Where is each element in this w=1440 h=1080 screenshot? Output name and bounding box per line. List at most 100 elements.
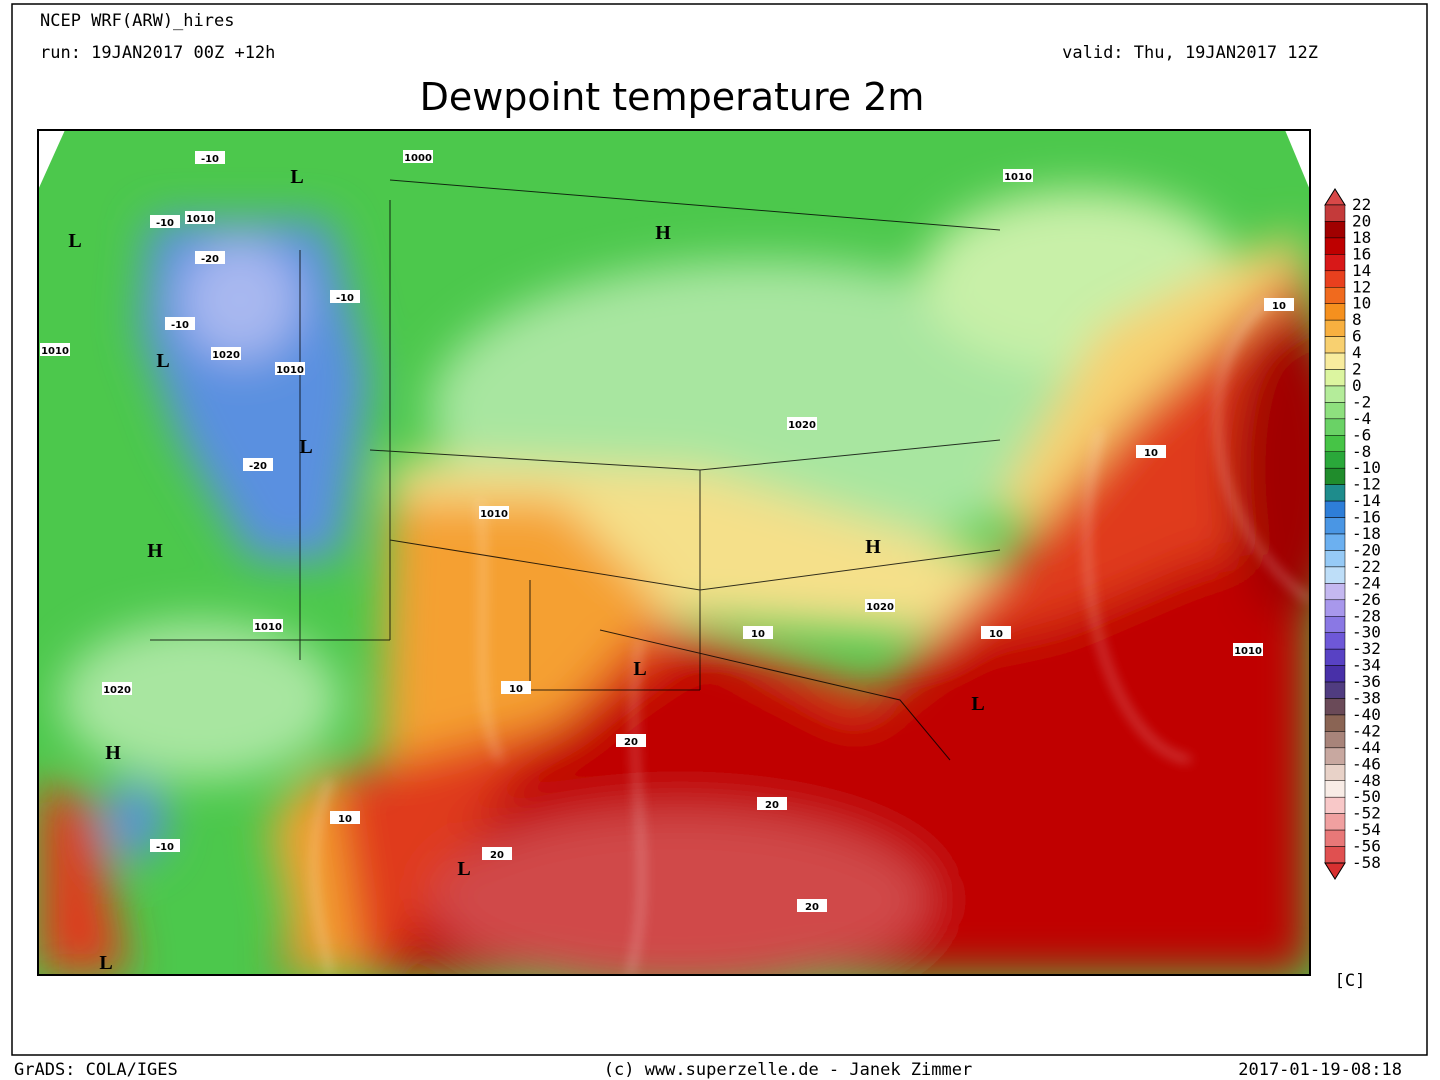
colorbar-label: -42 bbox=[1352, 721, 1381, 740]
contour-label: 20 bbox=[805, 902, 819, 913]
footer-left: GrADS: COLA/IGES bbox=[14, 1060, 178, 1080]
colorbar-label: 0 bbox=[1352, 376, 1362, 395]
colorbar-label: -46 bbox=[1352, 754, 1381, 773]
contour-label: 10 bbox=[1144, 448, 1158, 459]
colorbar-cap bbox=[1324, 188, 1346, 206]
colorbar-band bbox=[1324, 747, 1346, 765]
colorbar-band bbox=[1324, 435, 1346, 452]
colorbar-band bbox=[1324, 583, 1346, 601]
label-box bbox=[743, 626, 773, 639]
pressure-center: L bbox=[156, 350, 169, 372]
colorbar-band bbox=[1324, 533, 1346, 551]
colorbar-label: 2 bbox=[1352, 360, 1362, 379]
colorbar-band bbox=[1324, 714, 1346, 732]
label-box bbox=[150, 839, 180, 852]
colorbar-band bbox=[1324, 369, 1346, 387]
label-box bbox=[981, 626, 1011, 639]
pressure-center: L bbox=[99, 952, 112, 974]
colorbar-band bbox=[1324, 829, 1346, 847]
colorbar-band bbox=[1324, 352, 1346, 370]
contour-label: 10 bbox=[751, 629, 765, 640]
label-box bbox=[165, 317, 195, 330]
colorbar-label: -26 bbox=[1352, 590, 1381, 609]
colorbar-band bbox=[1324, 517, 1346, 535]
colorbar-label: -30 bbox=[1352, 623, 1381, 642]
label-box bbox=[797, 899, 827, 912]
footer-right: 2017-01-19-08:18 bbox=[1238, 1060, 1402, 1080]
colorbar-label: 12 bbox=[1352, 277, 1371, 296]
contour-label: -10 bbox=[201, 154, 219, 165]
colorbar-band bbox=[1324, 451, 1346, 469]
model-name: NCEP WRF(ARW)_hires bbox=[40, 11, 234, 31]
colorbar-band bbox=[1324, 566, 1346, 584]
colorbar-label: -28 bbox=[1352, 606, 1381, 625]
colorbar-band bbox=[1324, 500, 1346, 518]
colorbar-band bbox=[1324, 467, 1346, 485]
valid-time: valid: Thu, 19JAN2017 12Z bbox=[1062, 43, 1318, 63]
label-box bbox=[40, 343, 70, 356]
colorbar-label: -16 bbox=[1352, 508, 1381, 527]
pressure-center: L bbox=[633, 658, 646, 680]
colorbar-band bbox=[1324, 780, 1346, 798]
colorbar-label: -56 bbox=[1352, 837, 1381, 856]
contour-label: -10 bbox=[156, 218, 174, 229]
contour-label: 10 bbox=[509, 684, 523, 695]
colorbar-label: -8 bbox=[1352, 442, 1371, 461]
contour-label: 1020 bbox=[212, 350, 240, 361]
colorbar-band bbox=[1324, 632, 1346, 650]
colorbar-label: -14 bbox=[1352, 491, 1381, 510]
contour-label: -10 bbox=[171, 320, 189, 331]
label-box bbox=[195, 251, 225, 264]
colorbar-label: -36 bbox=[1352, 672, 1381, 691]
pressure-center: L bbox=[457, 858, 470, 880]
colorbar-band bbox=[1324, 665, 1346, 683]
pressure-center: H bbox=[865, 536, 881, 558]
label-box bbox=[185, 211, 215, 224]
colorbar-band bbox=[1324, 484, 1346, 502]
colorbar-band bbox=[1324, 221, 1346, 239]
label-box bbox=[1264, 298, 1294, 311]
contour-label: 1010 bbox=[1234, 646, 1262, 657]
colorbar-label: 6 bbox=[1352, 327, 1362, 346]
pressure-center: L bbox=[299, 436, 312, 458]
colorbar-label: -12 bbox=[1352, 475, 1381, 494]
colorbar-label: -58 bbox=[1352, 853, 1381, 872]
colorbar-label: -20 bbox=[1352, 540, 1381, 559]
colorbar-band bbox=[1324, 204, 1346, 222]
colorbar-band bbox=[1324, 402, 1346, 420]
colorbar-band bbox=[1324, 599, 1346, 617]
pressure-center: H bbox=[105, 742, 121, 764]
colorbar-band bbox=[1324, 846, 1346, 864]
contour-label: 1020 bbox=[103, 685, 131, 696]
colorbar-band bbox=[1324, 303, 1346, 321]
contour-label: 1010 bbox=[254, 622, 282, 633]
pressure-center: L bbox=[971, 693, 984, 715]
colorbar-label: -38 bbox=[1352, 689, 1381, 708]
label-box bbox=[253, 619, 283, 632]
colorbar-band bbox=[1324, 796, 1346, 814]
label-box bbox=[275, 362, 305, 375]
colorbar-label: 16 bbox=[1352, 244, 1371, 263]
colorbar-label: -18 bbox=[1352, 524, 1381, 543]
colorbar-label: 4 bbox=[1352, 343, 1362, 362]
contour-label: 20 bbox=[624, 737, 638, 748]
colorbar-band bbox=[1324, 336, 1346, 354]
contour-label: -10 bbox=[336, 293, 354, 304]
pressure-center: H bbox=[655, 222, 671, 244]
colorbar-label: -44 bbox=[1352, 738, 1381, 757]
colorbar-band bbox=[1324, 698, 1346, 716]
contour-label: 1010 bbox=[41, 346, 69, 357]
colorbar-label: -2 bbox=[1352, 392, 1371, 411]
contour-label: 20 bbox=[765, 800, 779, 811]
pressure-center: H bbox=[147, 540, 163, 562]
colorbar-cap bbox=[1324, 862, 1346, 880]
colorbar-label: -48 bbox=[1352, 771, 1381, 790]
label-box bbox=[330, 290, 360, 303]
colorbar-label: 18 bbox=[1352, 228, 1371, 247]
contour-label: 1010 bbox=[1004, 172, 1032, 183]
run-time: run: 19JAN2017 00Z +12h bbox=[40, 43, 275, 63]
contour-label: -10 bbox=[156, 842, 174, 853]
label-box bbox=[211, 347, 241, 360]
label-box bbox=[1136, 445, 1166, 458]
